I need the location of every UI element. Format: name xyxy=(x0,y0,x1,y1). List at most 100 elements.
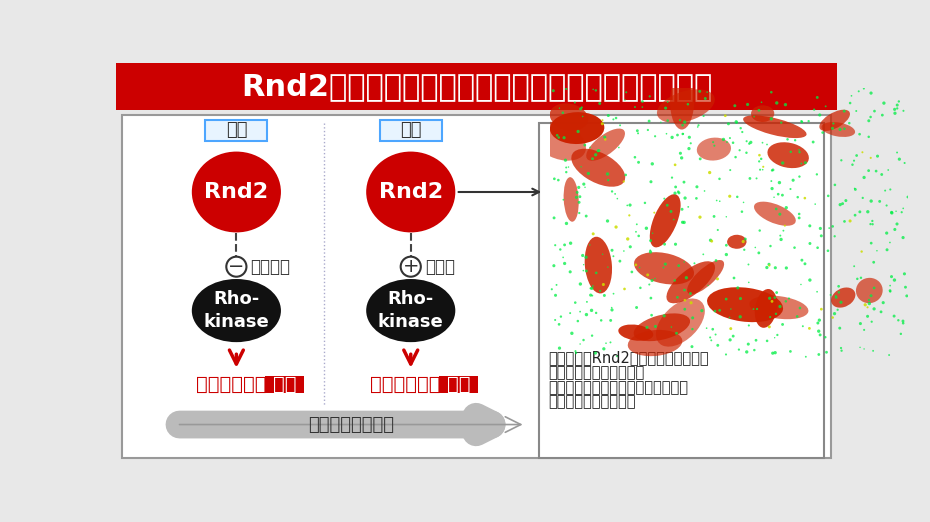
Ellipse shape xyxy=(687,260,724,294)
Point xyxy=(557,241,572,249)
Point xyxy=(559,168,574,176)
Point xyxy=(695,306,710,315)
Text: +: + xyxy=(403,257,419,276)
Point xyxy=(794,117,809,125)
Point xyxy=(674,153,689,162)
Point xyxy=(825,124,840,133)
Point xyxy=(606,115,621,124)
Point xyxy=(613,121,628,129)
Point xyxy=(751,106,766,114)
Point xyxy=(767,293,782,302)
Text: この時期にRnd2を阻害することで、: この時期にRnd2を阻害することで、 xyxy=(549,351,710,365)
Circle shape xyxy=(401,257,420,277)
Point xyxy=(559,85,574,93)
Point xyxy=(666,216,681,224)
Text: ミエリン化の: ミエリン化の xyxy=(196,375,267,394)
Point xyxy=(730,193,745,201)
Point xyxy=(677,258,692,266)
Point xyxy=(741,321,756,329)
Point xyxy=(828,232,843,241)
Point xyxy=(872,197,887,206)
Point xyxy=(550,131,565,139)
Point xyxy=(683,289,698,298)
Point xyxy=(890,104,905,113)
Point xyxy=(760,140,775,149)
Point xyxy=(896,317,910,325)
Point xyxy=(772,179,787,187)
Point xyxy=(896,204,910,212)
Point xyxy=(729,119,744,127)
Point xyxy=(861,116,876,125)
Point xyxy=(775,321,790,329)
Point xyxy=(775,191,790,199)
Point xyxy=(644,177,658,186)
Point xyxy=(716,135,731,144)
Point xyxy=(825,222,840,231)
Point xyxy=(604,187,619,196)
Point xyxy=(571,127,586,136)
Point xyxy=(890,101,905,109)
Point xyxy=(584,306,599,315)
Ellipse shape xyxy=(634,252,694,284)
Point xyxy=(764,166,779,174)
Point xyxy=(619,201,634,210)
Point xyxy=(853,319,868,328)
Point xyxy=(729,118,744,127)
Point xyxy=(635,103,650,111)
Point xyxy=(589,86,604,94)
Point xyxy=(866,347,881,355)
Ellipse shape xyxy=(564,177,578,222)
Point xyxy=(783,347,798,355)
Point xyxy=(572,198,587,207)
Point xyxy=(596,345,611,353)
Point xyxy=(751,248,766,257)
Point xyxy=(711,341,725,350)
Point xyxy=(847,184,862,193)
Point xyxy=(667,276,682,284)
Point xyxy=(783,185,798,193)
Point xyxy=(887,226,902,234)
FancyBboxPatch shape xyxy=(439,376,478,393)
Point xyxy=(760,263,775,271)
Point xyxy=(786,176,801,184)
Ellipse shape xyxy=(633,313,690,341)
Ellipse shape xyxy=(618,325,653,341)
Point xyxy=(778,204,793,212)
Point xyxy=(814,305,829,313)
Point xyxy=(598,135,613,144)
Ellipse shape xyxy=(743,115,806,138)
Point xyxy=(565,329,579,338)
Point xyxy=(544,285,559,293)
Point xyxy=(805,138,820,146)
Point xyxy=(829,292,844,300)
Point xyxy=(589,309,604,317)
Point xyxy=(618,88,633,97)
Point xyxy=(708,307,723,315)
Point xyxy=(578,212,593,220)
Point xyxy=(644,311,659,319)
Point xyxy=(860,303,875,312)
Point xyxy=(576,251,591,259)
Point xyxy=(563,309,578,317)
Text: 後期: 後期 xyxy=(400,122,421,139)
Point xyxy=(643,92,658,101)
Text: ミエリン化の: ミエリン化の xyxy=(370,375,441,394)
Point xyxy=(853,343,868,351)
Point xyxy=(643,246,658,255)
Point xyxy=(704,336,719,345)
Point xyxy=(644,160,659,168)
Point xyxy=(870,152,885,160)
Point xyxy=(735,128,750,136)
Point xyxy=(861,296,876,304)
Point xyxy=(647,132,662,140)
Point xyxy=(827,310,842,318)
Point xyxy=(780,135,795,144)
Point xyxy=(847,211,862,219)
Point xyxy=(764,88,778,97)
Point xyxy=(813,224,828,233)
Point xyxy=(884,209,899,217)
Point xyxy=(670,293,684,302)
Point xyxy=(832,324,847,333)
Point xyxy=(779,264,794,272)
Point xyxy=(682,133,697,141)
